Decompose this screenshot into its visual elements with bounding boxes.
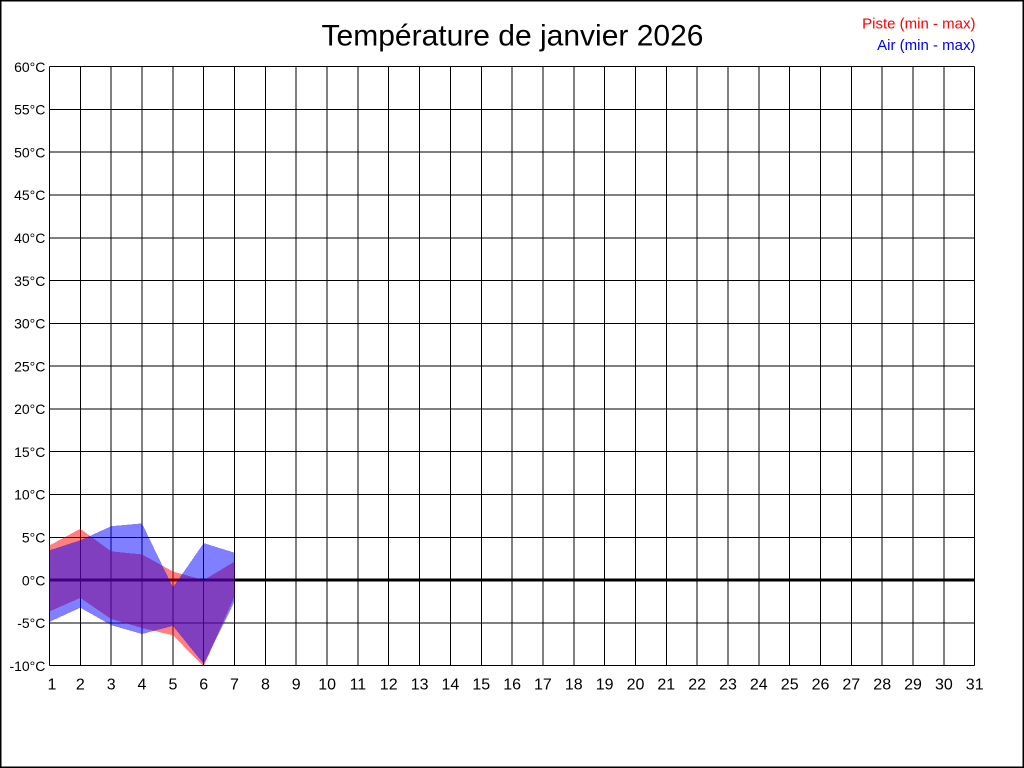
svg-text:29: 29 <box>904 676 922 693</box>
svg-text:40°C: 40°C <box>14 230 45 246</box>
svg-text:16: 16 <box>503 676 521 693</box>
svg-text:18: 18 <box>565 676 583 693</box>
svg-text:35°C: 35°C <box>14 273 45 289</box>
svg-text:5: 5 <box>168 676 177 693</box>
svg-text:20°C: 20°C <box>14 401 45 417</box>
svg-text:17: 17 <box>534 676 552 693</box>
svg-text:4: 4 <box>138 676 147 693</box>
svg-text:55°C: 55°C <box>14 102 45 118</box>
svg-text:7: 7 <box>230 676 239 693</box>
svg-text:25°C: 25°C <box>14 358 45 374</box>
svg-text:12: 12 <box>380 676 398 693</box>
svg-text:10: 10 <box>318 676 336 693</box>
svg-text:22: 22 <box>688 676 706 693</box>
svg-text:28: 28 <box>873 676 891 693</box>
svg-text:27: 27 <box>842 676 860 693</box>
svg-text:30°C: 30°C <box>14 316 45 332</box>
svg-text:8: 8 <box>261 676 270 693</box>
svg-text:0°C: 0°C <box>22 572 46 588</box>
svg-text:26: 26 <box>812 676 830 693</box>
svg-text:20: 20 <box>627 676 645 693</box>
svg-text:Air (min - max): Air (min - max) <box>877 37 975 54</box>
svg-text:45°C: 45°C <box>14 187 45 203</box>
svg-text:Température de janvier 2026: Température de janvier 2026 <box>322 20 704 53</box>
svg-text:31: 31 <box>966 676 984 693</box>
svg-text:30: 30 <box>935 676 953 693</box>
svg-text:50°C: 50°C <box>14 144 45 160</box>
svg-text:60°C: 60°C <box>14 59 45 75</box>
svg-text:21: 21 <box>657 676 675 693</box>
svg-text:15°C: 15°C <box>14 444 45 460</box>
svg-text:24: 24 <box>750 676 768 693</box>
svg-text:15: 15 <box>472 676 490 693</box>
svg-text:Piste (min - max): Piste (min - max) <box>862 15 975 32</box>
svg-text:23: 23 <box>719 676 737 693</box>
svg-text:3: 3 <box>107 676 116 693</box>
svg-text:9: 9 <box>292 676 301 693</box>
svg-text:13: 13 <box>411 676 429 693</box>
svg-text:10°C: 10°C <box>14 487 45 503</box>
svg-text:-10°C: -10°C <box>9 658 45 674</box>
svg-text:1: 1 <box>47 676 56 693</box>
svg-text:14: 14 <box>442 676 460 693</box>
svg-text:25: 25 <box>781 676 799 693</box>
svg-text:5°C: 5°C <box>22 530 46 546</box>
svg-text:11: 11 <box>350 676 367 693</box>
svg-text:6: 6 <box>199 676 208 693</box>
svg-text:2: 2 <box>76 676 85 693</box>
svg-text:-5°C: -5°C <box>17 615 45 631</box>
svg-text:19: 19 <box>596 676 614 693</box>
